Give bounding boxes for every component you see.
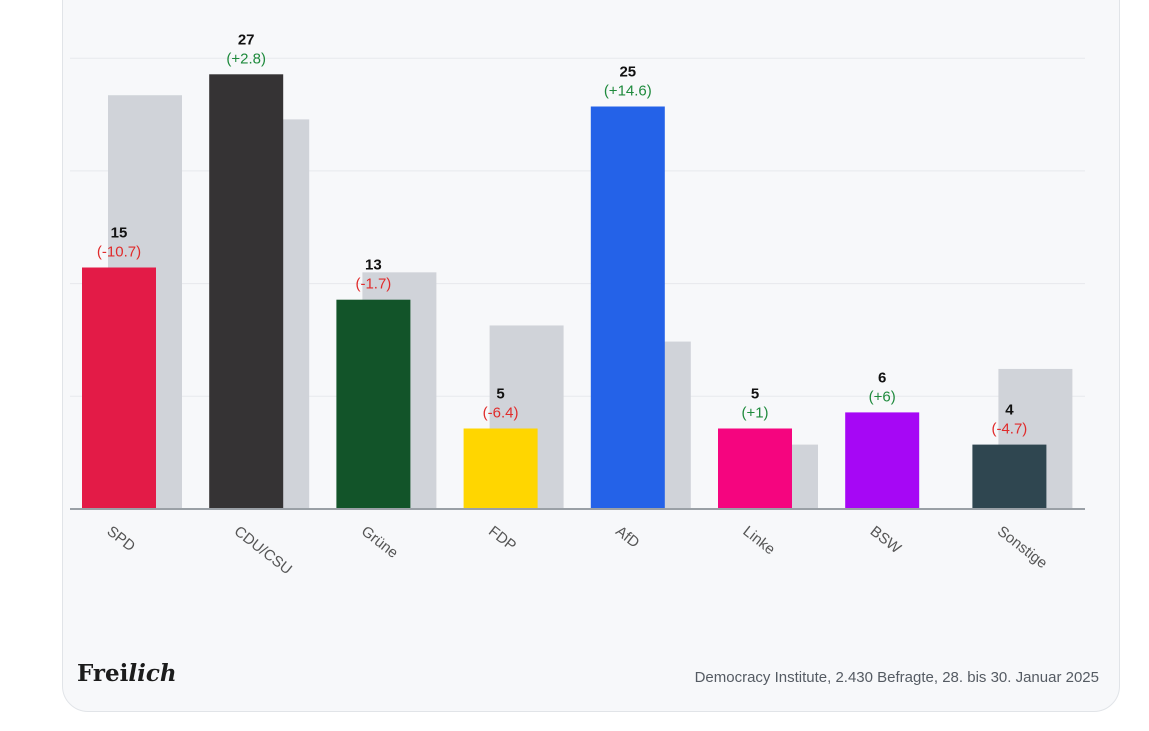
bar-linke: [718, 428, 792, 509]
brand-name-regular: Frei: [77, 660, 129, 687]
value-label-spd: 15: [111, 225, 128, 242]
change-label-gr-ne: (-1.7): [355, 276, 391, 293]
current-bars: [82, 74, 1047, 510]
bar-cdu-csu: [209, 74, 284, 510]
change-label-sonstige: (-4.7): [991, 421, 1027, 438]
value-label-fdp: 5: [496, 386, 504, 403]
change-label-fdp: (-6.4): [483, 405, 519, 422]
tick-label-cdu-csu: CDU/CSU: [231, 523, 295, 578]
bar-spd: [82, 267, 156, 509]
bar-labels: 15 (-10.7) 27 (+2.8) 13 (-1.7) 5 (-6.4) 25 (+14.6…: [97, 31, 1027, 437]
source-note: Democracy Institute, 2.430 Befragte, 28.…: [694, 669, 1099, 686]
tick-label-bsw: BSW: [867, 523, 905, 558]
value-label-cdu-csu: 27: [238, 31, 255, 48]
brand-logo: Freilich: [77, 660, 177, 687]
tick-label-afd: AfD: [612, 523, 642, 552]
value-label-linke: 5: [751, 386, 759, 403]
bar-bsw: [845, 412, 920, 509]
tick-label-sonstige: Sonstige: [994, 523, 1050, 572]
tick-label-spd: SPD: [104, 523, 139, 555]
change-label-cdu-csu: (+2.8): [226, 50, 266, 67]
change-label-spd: (-10.7): [97, 244, 141, 261]
bar-fdp: [463, 428, 538, 509]
change-label-afd: (+14.6): [604, 83, 652, 100]
change-label-linke: (+1): [741, 405, 768, 422]
bar-sonstige: [972, 444, 1047, 509]
value-label-bsw: 6: [878, 369, 886, 386]
value-label-sonstige: 4: [1005, 402, 1014, 419]
bar-gr-ne: [336, 299, 411, 509]
brand-name-italic: lich: [128, 660, 177, 687]
tick-label-gr-ne: Grüne: [358, 523, 401, 562]
tick-label-linke: Linke: [740, 523, 779, 558]
value-label-gr-ne: 13: [365, 257, 382, 274]
x-tick-labels: SPD CDU/CSU Grüne FDP AfD Linke BSW Sonstige: [104, 523, 1051, 578]
tick-label-fdp: FDP: [485, 523, 519, 555]
value-label-afd: 25: [619, 64, 636, 81]
bar-afd: [590, 106, 665, 509]
change-label-bsw: (+6): [869, 388, 896, 405]
